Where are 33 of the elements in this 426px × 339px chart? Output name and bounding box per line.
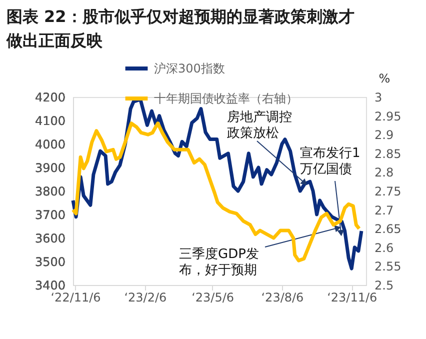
y2-tick-label: 2.95 [374,109,402,124]
y2-tick-label: 2.65 [374,222,402,236]
x-tick-label: ‘23/2/6 [124,290,167,304]
y-tick-label: 4000 [34,138,66,152]
y-tick-label: 3600 [34,232,66,246]
y-tick-label: 3500 [34,255,66,269]
legend-label: 沪深300指数 [154,62,225,76]
annotation: 三季度GDP发布，好于预期 [179,246,259,278]
chart-title: 图表 22：股市似乎仅对超预期的显著政策刺激才做出正面反映 [5,7,354,50]
y2-tick-label: 2.6 [374,240,394,255]
y-tick-label: 3800 [34,184,66,198]
y-tick-label: 3900 [34,161,66,175]
y2-tick-label: 3 [374,90,382,104]
annotation: 宣布发行1万亿国债 [300,145,360,177]
x-tick-label: ‘23/5/6 [192,290,234,304]
y-tick-label: 4100 [34,114,66,128]
x-tick-label: ‘23/11/6 [327,290,378,304]
y2-axis-title: % [378,72,390,86]
y2-tick-label: 2.5 [374,278,394,292]
y2-tick-label: 2.8 [374,166,394,180]
y2-tick-label: 2.7 [374,203,394,218]
y2-tick-label: 2.75 [374,184,402,198]
legend-label: 十年期国债收益率（右轴） [154,92,298,106]
y2-tick-label: 2.9 [374,128,394,142]
y-tick-label: 3700 [34,208,66,222]
y-tick-label: 4200 [34,90,66,104]
x-tick-label: ‘23/8/6 [261,290,304,304]
x-tick-label: ‘22/11/6 [50,290,101,304]
y2-tick-label: 2.55 [374,260,402,274]
line-series [71,122,361,262]
y-tick-label: 3400 [34,278,66,292]
y2-tick-label: 2.85 [374,146,402,161]
annotation: 房地产调控政策放松 [227,109,292,141]
